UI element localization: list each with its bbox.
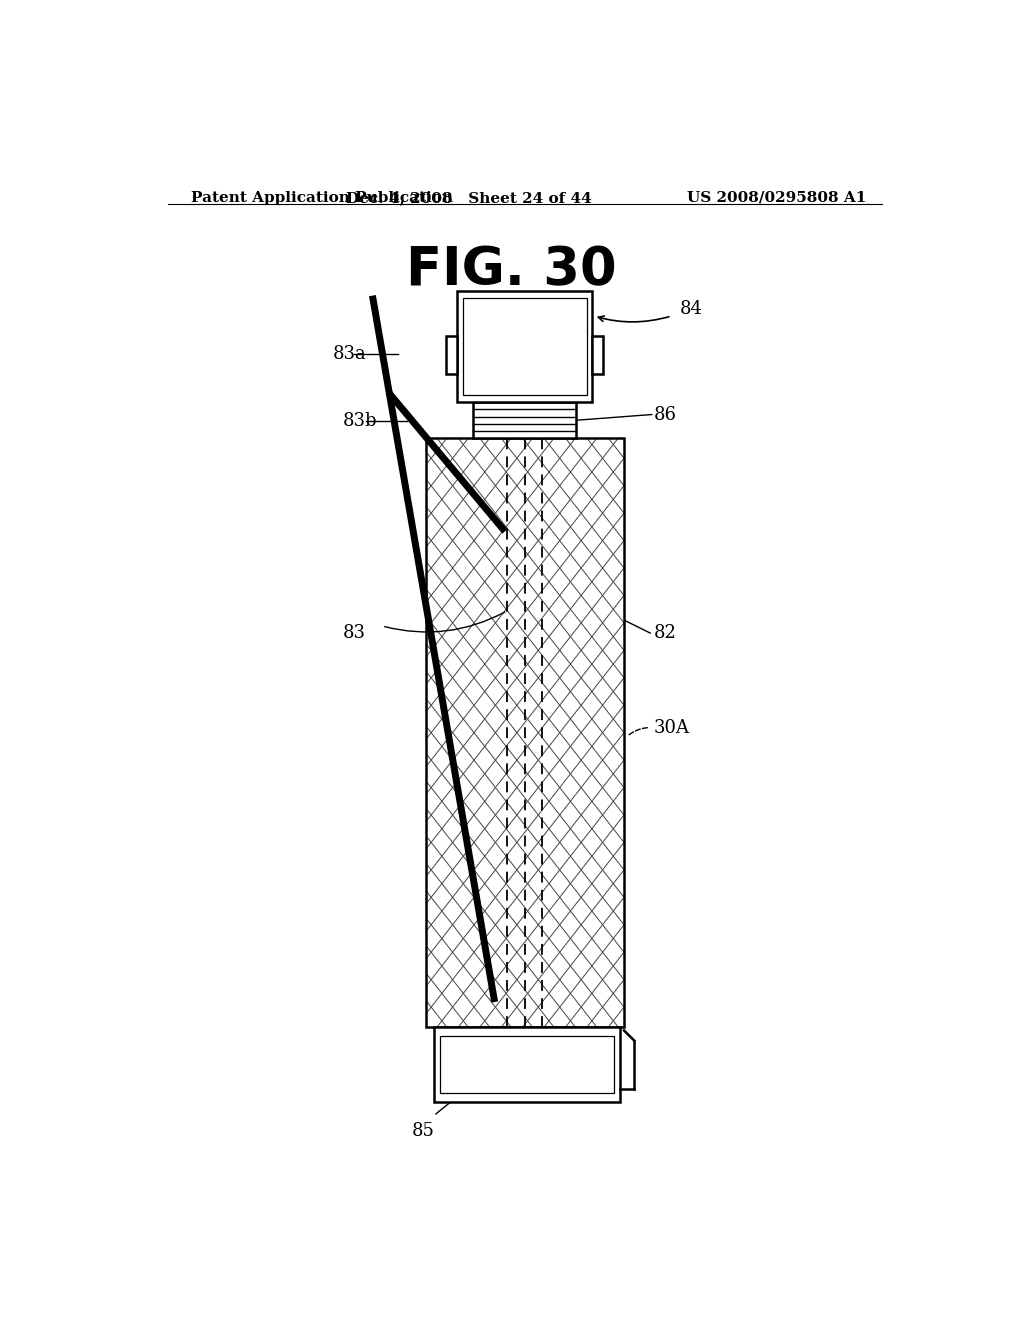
Text: 83a: 83a <box>333 345 367 363</box>
Text: Dec. 4, 2008   Sheet 24 of 44: Dec. 4, 2008 Sheet 24 of 44 <box>346 191 592 205</box>
Text: Patent Application Publication: Patent Application Publication <box>191 191 454 205</box>
Text: 82: 82 <box>653 624 676 642</box>
Text: 83: 83 <box>342 624 366 642</box>
Text: 85: 85 <box>412 1122 435 1140</box>
Bar <box>433 1027 620 1102</box>
Bar <box>426 438 624 1027</box>
Bar <box>440 1036 613 1093</box>
Text: 83b: 83b <box>342 412 377 429</box>
Bar <box>426 438 624 1027</box>
Bar <box>473 1027 577 1057</box>
Text: 86: 86 <box>654 405 677 424</box>
Bar <box>592 335 603 375</box>
Bar <box>473 403 577 438</box>
Text: 30A: 30A <box>653 718 689 737</box>
Bar <box>458 290 592 403</box>
Text: FIG. 30: FIG. 30 <box>406 244 616 297</box>
Text: 84: 84 <box>680 300 702 318</box>
Text: US 2008/0295808 A1: US 2008/0295808 A1 <box>687 191 866 205</box>
Bar <box>446 335 458 375</box>
Bar <box>463 297 587 395</box>
